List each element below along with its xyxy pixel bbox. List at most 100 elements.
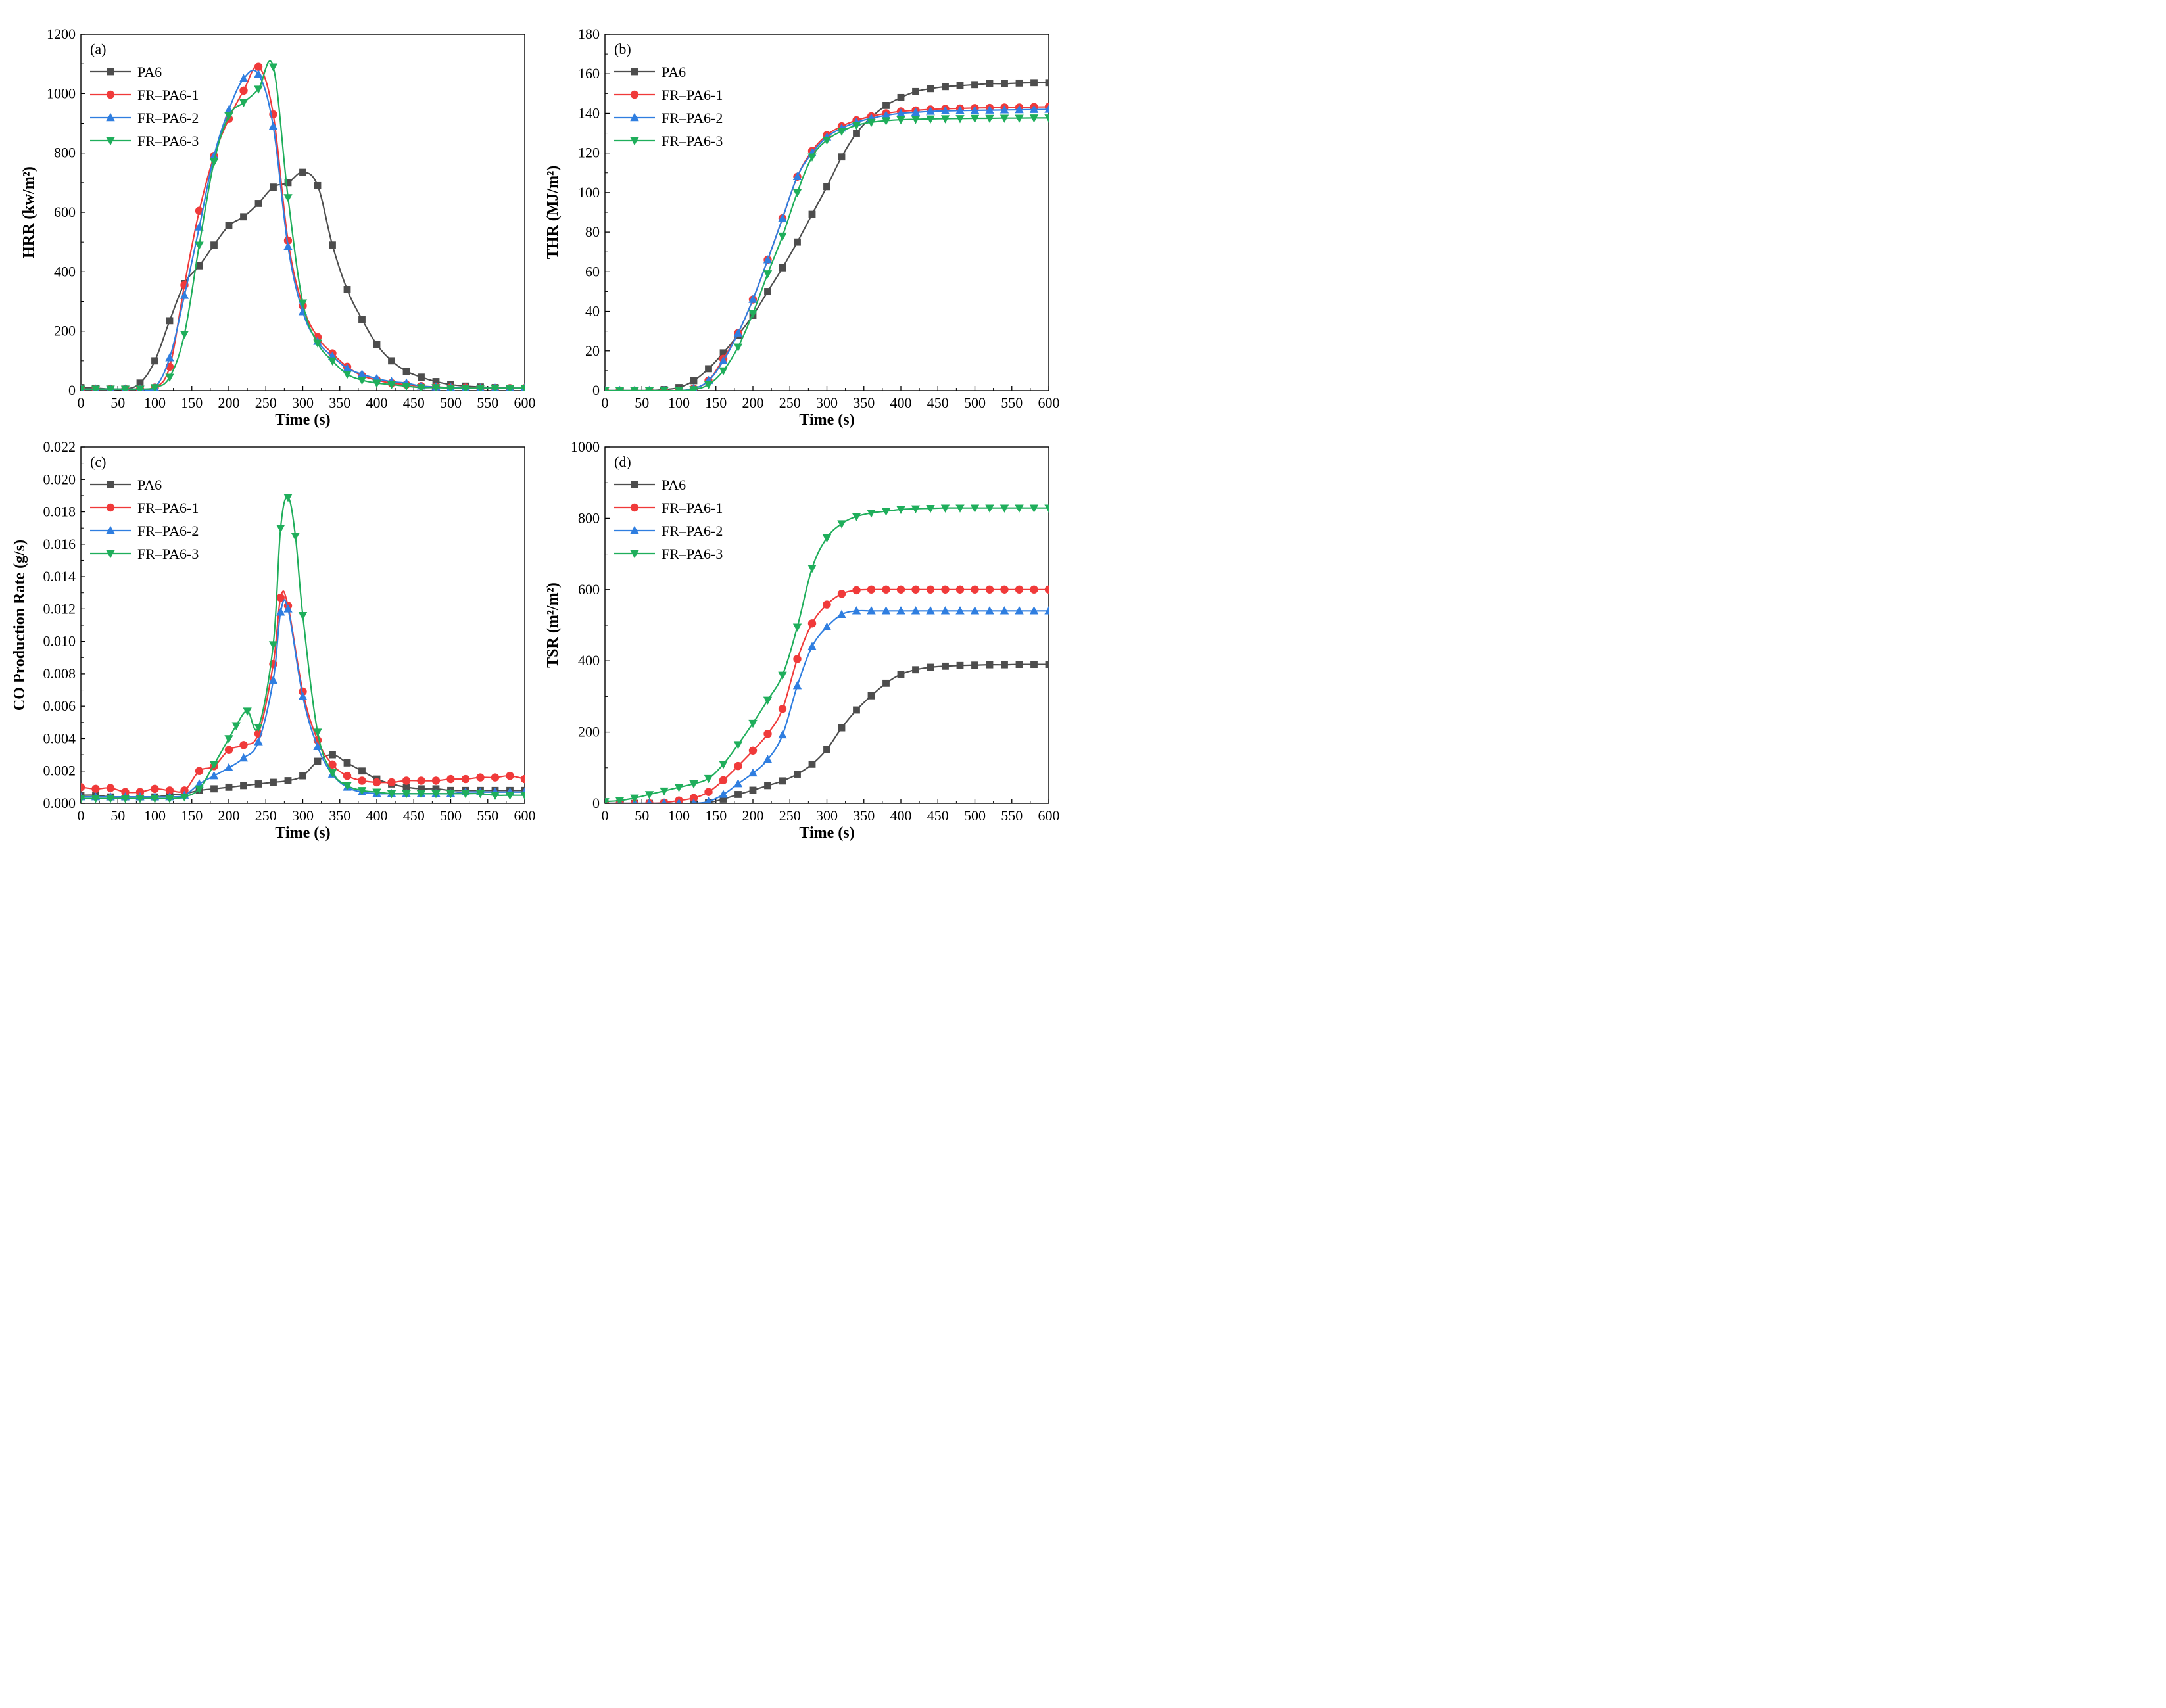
- legend-label: FR–PA6-3: [662, 546, 723, 562]
- data-point: [986, 661, 994, 669]
- data-point: [210, 785, 218, 793]
- y-tick-label: 0.000: [43, 795, 76, 811]
- data-point: [823, 746, 830, 753]
- data-point: [431, 790, 441, 799]
- data-point: [1045, 661, 1049, 669]
- data-point: [646, 798, 652, 803]
- data-point: [91, 795, 101, 803]
- data-point: [704, 381, 713, 390]
- x-tick-label: 50: [110, 394, 125, 411]
- x-tick-label: 600: [1038, 394, 1060, 411]
- x-axis-title: Time (s): [275, 412, 330, 429]
- legend-label: PA6: [137, 477, 162, 493]
- legend-label: PA6: [662, 477, 686, 493]
- x-tick-label: 200: [218, 394, 240, 411]
- data-point: [822, 136, 832, 145]
- data-point: [431, 776, 441, 785]
- data-point: [942, 83, 949, 91]
- data-point: [240, 782, 247, 790]
- data-point: [896, 606, 905, 615]
- y-tick-label: 0.012: [43, 600, 76, 617]
- data-point: [254, 724, 263, 732]
- x-tick-label: 300: [292, 807, 314, 824]
- y-tick-label: 0.020: [43, 471, 76, 487]
- data-point: [224, 735, 233, 744]
- data-point: [763, 696, 773, 705]
- data-point: [912, 87, 919, 95]
- data-point: [704, 774, 713, 784]
- data-point: [387, 381, 397, 390]
- data-point: [734, 761, 742, 771]
- data-point: [999, 504, 1009, 513]
- data-point: [748, 719, 758, 728]
- data-point: [1029, 105, 1039, 113]
- y-axis-title: THR (MJ/m²): [544, 166, 562, 260]
- data-point: [372, 778, 381, 787]
- data-point: [793, 655, 802, 663]
- data-point: [733, 778, 743, 788]
- data-point: [358, 776, 366, 785]
- x-tick-label: 50: [635, 394, 649, 411]
- data-point: [402, 776, 411, 785]
- data-point: [81, 783, 85, 792]
- data-point: [254, 69, 263, 78]
- chart-panel-d: 0 50 100 150 200 250 300 350 400 450 500 550 600 0 200…: [544, 439, 1060, 842]
- data-point: [867, 118, 876, 128]
- data-point: [605, 798, 610, 803]
- x-tick-label: 400: [890, 807, 912, 824]
- data-point: [852, 606, 861, 615]
- legend-marker: [106, 550, 115, 559]
- data-point: [733, 741, 743, 749]
- legend-marker: [630, 90, 639, 99]
- data-point: [239, 753, 249, 762]
- x-axis-title: Time (s): [799, 412, 854, 429]
- data-point: [822, 534, 832, 543]
- data-point: [120, 385, 130, 391]
- data-point: [748, 746, 758, 755]
- data-point: [926, 505, 935, 513]
- legend-label: FR–PA6-1: [662, 87, 723, 103]
- data-point: [491, 385, 500, 391]
- x-tick-label: 150: [705, 394, 727, 411]
- data-point: [136, 379, 144, 387]
- data-point: [520, 792, 525, 800]
- data-point: [254, 200, 262, 207]
- data-point: [852, 122, 861, 130]
- data-point: [662, 798, 667, 803]
- data-point: [926, 585, 935, 594]
- x-tick-label: 150: [181, 394, 203, 411]
- legend-label: PA6: [137, 64, 162, 80]
- data-point: [209, 158, 219, 167]
- legend-label: FR–PA6-1: [137, 500, 199, 516]
- legend-label: PA6: [662, 64, 686, 80]
- data-point: [180, 786, 189, 795]
- data-point: [690, 377, 698, 385]
- data-point: [778, 213, 787, 222]
- data-point: [417, 776, 425, 785]
- data-point: [896, 108, 905, 117]
- x-tick-label: 50: [635, 807, 649, 824]
- x-tick-label: 500: [964, 394, 986, 411]
- data-point: [276, 524, 285, 533]
- data-point: [1045, 79, 1049, 87]
- legend-marker: [107, 68, 114, 76]
- data-point: [476, 773, 485, 782]
- data-point: [1044, 105, 1049, 113]
- data-point: [372, 379, 381, 388]
- data-point: [985, 504, 994, 513]
- data-point: [674, 387, 684, 391]
- data-point: [402, 790, 411, 799]
- data-point: [327, 357, 337, 366]
- data-point: [808, 760, 816, 768]
- data-point: [911, 116, 921, 124]
- data-point: [314, 757, 322, 765]
- data-point: [881, 508, 891, 516]
- data-point: [1044, 114, 1049, 123]
- chart-panel-b: 0 50 100 150 200 250 300 350 400 450 500 550 600 0 20 4…: [544, 26, 1060, 429]
- data-point: [630, 387, 639, 391]
- data-point: [1030, 585, 1038, 594]
- y-tick-label: 400: [54, 263, 76, 279]
- data-point: [313, 728, 322, 737]
- y-tick-label: 0.018: [43, 504, 76, 520]
- data-point: [475, 790, 485, 799]
